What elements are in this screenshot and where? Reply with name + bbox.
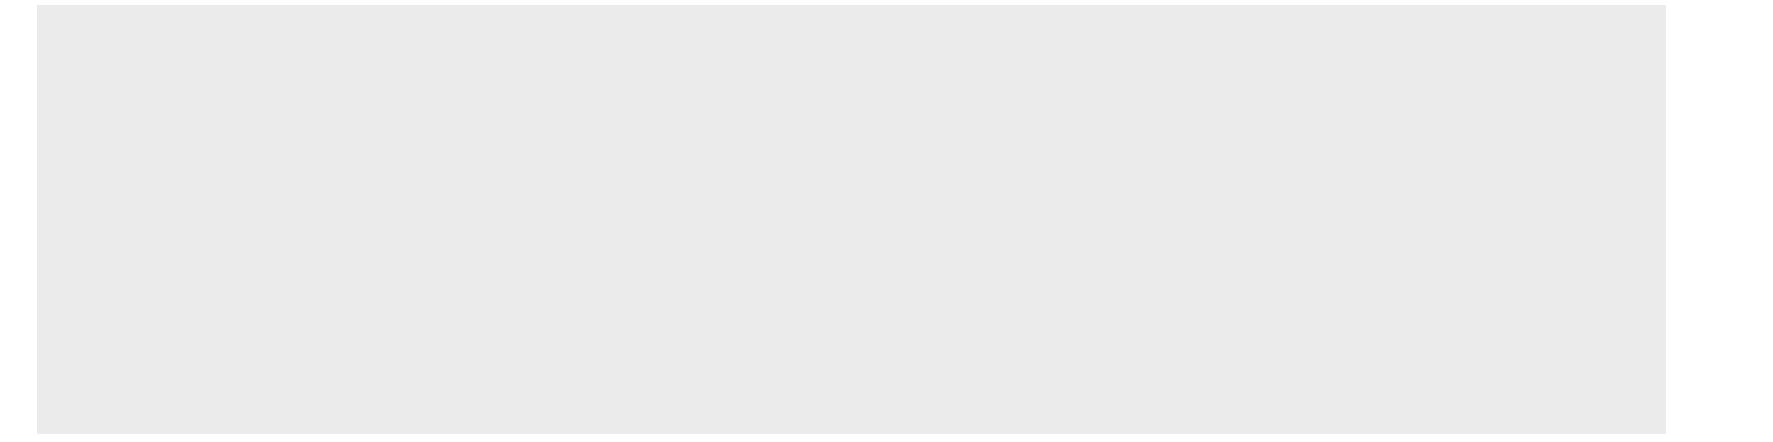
plot-panel-background: [37, 5, 1666, 434]
